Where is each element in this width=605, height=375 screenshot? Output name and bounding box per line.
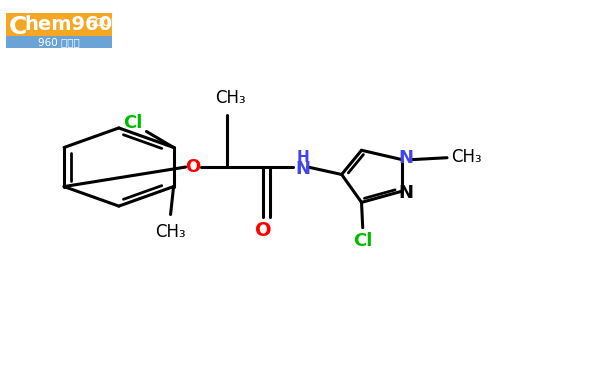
Text: N: N [399,149,414,167]
Text: O: O [185,158,200,176]
Text: 960 化工网: 960 化工网 [38,37,79,47]
Text: .com: .com [91,15,125,29]
Text: C: C [8,15,27,39]
Text: O: O [255,221,272,240]
Text: Cl: Cl [123,114,142,132]
Text: Cl: Cl [353,232,373,250]
Text: H: H [296,150,309,165]
Text: CH₃: CH₃ [451,148,482,166]
FancyBboxPatch shape [6,36,111,48]
Text: hem960: hem960 [24,15,113,34]
FancyBboxPatch shape [6,12,111,48]
Text: CH₃: CH₃ [215,89,246,107]
Text: N: N [295,160,310,178]
Text: N: N [399,184,414,202]
Text: CH₃: CH₃ [155,224,186,242]
